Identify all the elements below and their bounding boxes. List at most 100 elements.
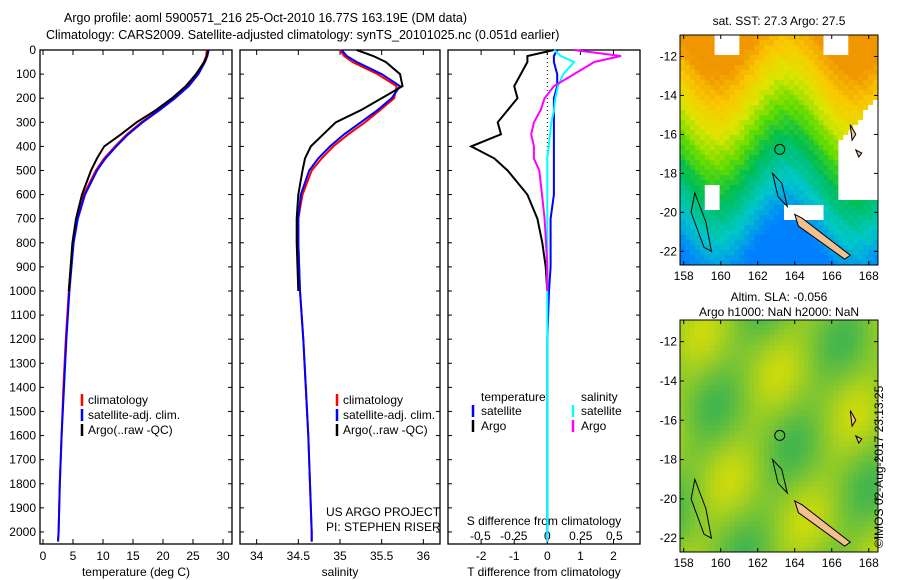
map-cell bbox=[749, 496, 755, 502]
map-cell bbox=[719, 370, 726, 376]
map-cell bbox=[694, 380, 701, 386]
map-cell bbox=[843, 135, 849, 141]
map-cell bbox=[764, 70, 770, 76]
map-cell bbox=[818, 355, 825, 361]
map-cell bbox=[749, 405, 755, 412]
map-cell bbox=[784, 506, 790, 513]
map-cell bbox=[873, 436, 879, 442]
map-cell bbox=[694, 175, 701, 181]
map-cell bbox=[729, 491, 735, 497]
map-cell bbox=[779, 370, 785, 376]
map-cell bbox=[744, 415, 750, 422]
map-cell bbox=[774, 195, 780, 201]
map-cell bbox=[848, 360, 854, 366]
map-cell bbox=[685, 155, 691, 161]
map-cell bbox=[843, 506, 849, 513]
map-cell bbox=[694, 395, 701, 402]
map-cell bbox=[764, 531, 770, 538]
map-cell bbox=[788, 451, 795, 457]
map-cell bbox=[823, 496, 829, 502]
map-cell bbox=[868, 125, 874, 131]
map-cell bbox=[868, 541, 874, 548]
map-cell bbox=[734, 390, 740, 397]
map-cell bbox=[793, 420, 800, 427]
map-cell bbox=[818, 100, 825, 106]
map-cell bbox=[709, 476, 716, 482]
map-cell bbox=[788, 456, 795, 462]
map-cell bbox=[823, 446, 829, 452]
map-cell bbox=[694, 325, 701, 331]
map-cell bbox=[784, 446, 790, 452]
map-cell bbox=[699, 250, 706, 256]
map-cell bbox=[848, 355, 854, 361]
map-cell bbox=[843, 115, 849, 121]
map-cell bbox=[843, 180, 849, 186]
map-cell bbox=[749, 190, 755, 196]
map-cell bbox=[699, 501, 706, 508]
map-cell bbox=[853, 135, 859, 141]
map-cell bbox=[689, 496, 696, 502]
map-cell bbox=[774, 516, 780, 523]
map-cell bbox=[699, 70, 706, 76]
map-cell bbox=[734, 95, 740, 101]
map-cell bbox=[838, 170, 844, 176]
map-cell bbox=[853, 140, 859, 146]
map-cell bbox=[813, 40, 820, 46]
map-cell bbox=[838, 190, 844, 196]
map-cell bbox=[714, 541, 721, 548]
map-cell bbox=[685, 461, 691, 467]
map-cell bbox=[704, 55, 711, 61]
map-cell bbox=[699, 180, 706, 186]
map-cell bbox=[873, 526, 879, 533]
map-cell bbox=[680, 250, 686, 256]
map-cell bbox=[858, 195, 864, 201]
x-tick-label: 15 bbox=[126, 549, 140, 563]
map-cell bbox=[843, 90, 849, 96]
map-cell bbox=[784, 491, 790, 497]
map-cell bbox=[833, 375, 839, 381]
map-cell bbox=[769, 491, 775, 497]
map-cell bbox=[784, 405, 790, 412]
map-cell bbox=[793, 80, 800, 86]
map-cell bbox=[793, 235, 800, 241]
map-cell bbox=[709, 526, 716, 533]
map-cell bbox=[793, 95, 800, 101]
map-cell bbox=[714, 536, 721, 543]
map-cell bbox=[744, 190, 750, 196]
map-cell bbox=[694, 120, 701, 126]
map-cell bbox=[863, 446, 869, 452]
map-cell bbox=[848, 370, 854, 376]
map-cell bbox=[833, 105, 839, 111]
map-cell bbox=[779, 45, 785, 51]
map-cell bbox=[868, 135, 874, 141]
map-cell bbox=[709, 115, 716, 121]
map-cell bbox=[818, 160, 825, 166]
map-cell bbox=[828, 145, 834, 151]
map-cell bbox=[734, 360, 740, 366]
map-cell bbox=[685, 255, 691, 261]
map-cell bbox=[739, 75, 745, 81]
map-cell bbox=[868, 225, 874, 231]
map-cell bbox=[873, 155, 879, 161]
y-tick-label: 300 bbox=[16, 115, 36, 129]
map-cell bbox=[853, 420, 859, 427]
map-cell bbox=[749, 415, 755, 422]
map-cell bbox=[699, 195, 706, 201]
map-cell bbox=[858, 385, 864, 392]
map-cell bbox=[784, 235, 790, 241]
map-cell bbox=[793, 85, 800, 91]
map-cell bbox=[769, 431, 775, 437]
map-cell bbox=[685, 220, 691, 226]
map-cell bbox=[754, 75, 760, 81]
map-cell bbox=[779, 125, 785, 131]
map-cell bbox=[853, 35, 859, 41]
map-cell bbox=[774, 330, 780, 336]
map-cell bbox=[838, 60, 844, 66]
map-cell bbox=[843, 45, 849, 51]
map-cell bbox=[719, 431, 726, 437]
map-cell bbox=[769, 130, 775, 136]
map-cell bbox=[868, 185, 874, 191]
map-cell bbox=[863, 255, 869, 261]
map-cell bbox=[833, 90, 839, 96]
map-cell bbox=[714, 395, 721, 402]
